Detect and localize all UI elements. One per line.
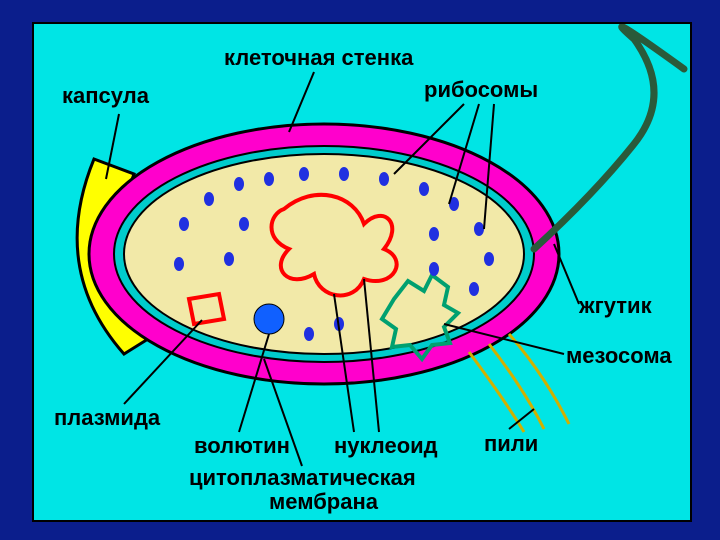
label-nucleoid: нуклеоид [334, 434, 438, 458]
diagram-frame: капсула клеточная стенка рибосомы жгутик… [32, 22, 688, 518]
label-plasmid: плазмида [54, 406, 160, 430]
ribosomes [174, 167, 494, 341]
label-flagellum: жгутик [579, 294, 652, 318]
leader-lines [106, 72, 579, 466]
label-volutin: волютин [194, 434, 290, 458]
pili [469, 334, 569, 432]
label-cell-wall: клеточная стенка [224, 46, 413, 70]
capsule-shape [77, 159, 164, 354]
label-mesosome: мезосома [566, 344, 672, 368]
label-cyto-membrane-1: цитоплазматическая [189, 466, 416, 490]
label-ribosomes: рибосомы [424, 78, 538, 102]
label-pili: пили [484, 432, 538, 456]
flagellum [534, 27, 684, 249]
nucleoid-shape [272, 195, 397, 296]
cell-wall-shape [89, 124, 559, 384]
mesosome-shape [382, 275, 458, 359]
volutin-shape [254, 304, 284, 334]
label-cyto-membrane-2: мембрана [269, 490, 378, 514]
plasmid-shape [189, 294, 224, 324]
diagram-canvas: капсула клеточная стенка рибосомы жгутик… [32, 22, 692, 522]
inner-ring [114, 146, 534, 362]
cytoplasm [124, 154, 524, 354]
label-capsule: капсула [62, 84, 149, 108]
